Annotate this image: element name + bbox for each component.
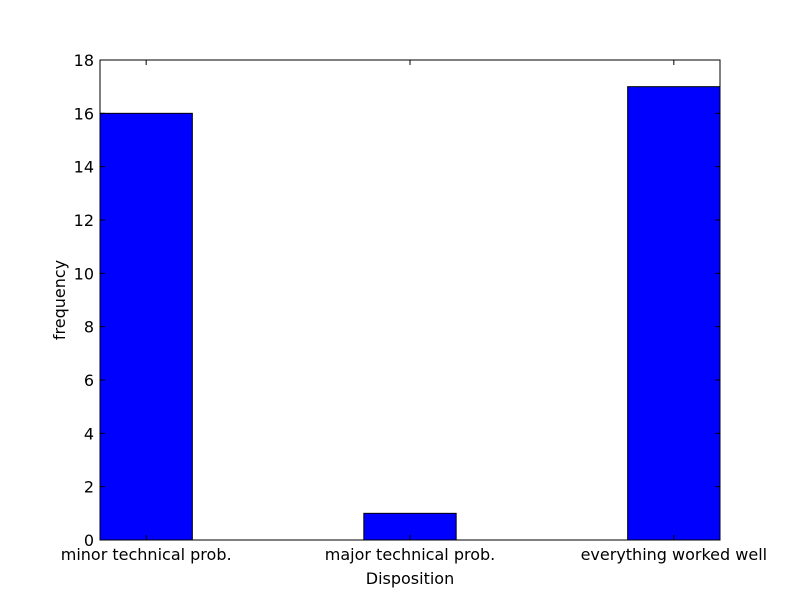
plot-background (100, 60, 720, 540)
x-tick-label: major technical prob. (325, 545, 495, 564)
y-tick-label: 16 (74, 104, 94, 123)
y-tick-label: 4 (84, 424, 94, 443)
bars-layer (99, 86, 721, 541)
y-tick-label: 2 (84, 478, 94, 497)
y-tick-label: 14 (74, 158, 94, 177)
y-tick-label: 0 (84, 531, 94, 550)
y-tick-label: 6 (84, 371, 94, 390)
x-tick-label: everything worked well (581, 545, 768, 564)
y-tick-label: 12 (74, 211, 94, 230)
y-tick-label: 10 (74, 264, 94, 283)
x-axis-label: Disposition (366, 569, 454, 588)
x-tick-label: minor technical prob. (61, 545, 232, 564)
y-tick-label: 18 (74, 51, 94, 70)
bar-0 (99, 112, 193, 541)
bar-2 (627, 86, 721, 541)
labels-layer: minor technical prob. major technical pro… (61, 51, 767, 564)
plot-frame (99, 59, 721, 541)
y-tick-label: 8 (84, 318, 94, 337)
y-axis-label: frequency (50, 260, 69, 340)
